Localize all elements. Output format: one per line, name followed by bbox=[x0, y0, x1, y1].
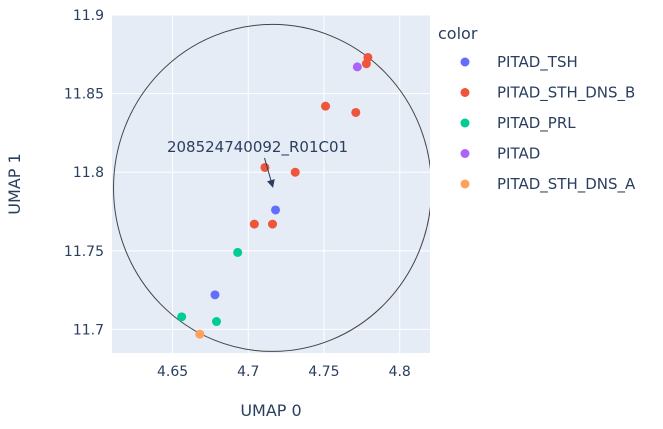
data-point bbox=[177, 312, 187, 322]
data-point bbox=[271, 205, 281, 215]
x-tick-label: 4.7 bbox=[237, 364, 259, 380]
y-tick-label: 11.7 bbox=[73, 322, 104, 338]
data-point bbox=[351, 107, 361, 117]
x-tick-label: 4.75 bbox=[308, 364, 339, 380]
y-axis-ticks: 11.7 11.75 11.8 11.85 11.9 bbox=[64, 8, 104, 338]
data-point bbox=[361, 59, 371, 69]
data-point bbox=[321, 101, 331, 111]
data-points bbox=[177, 52, 373, 339]
legend-marker bbox=[460, 149, 470, 158]
legend-label: PITAD_STH_DNS_A bbox=[497, 175, 636, 194]
legend-label: PITAD_STH_DNS_B bbox=[497, 84, 635, 103]
legend-label: PITAD_PRL bbox=[497, 114, 576, 133]
legend-marker bbox=[460, 88, 470, 97]
annotation-circle bbox=[113, 23, 430, 352]
legend: PITAD_TSH PITAD_STH_DNS_B PITAD_PRL PITAD PI… bbox=[460, 53, 636, 194]
data-point bbox=[195, 329, 205, 339]
data-point bbox=[210, 290, 220, 300]
data-point bbox=[290, 167, 300, 177]
y-tick-label: 11.85 bbox=[64, 87, 104, 103]
y-tick-label: 11.8 bbox=[73, 165, 104, 181]
legend-label: PITAD bbox=[497, 145, 540, 163]
legend-label: PITAD_TSH bbox=[497, 53, 578, 72]
x-tick-label: 4.8 bbox=[389, 364, 411, 380]
annotation-label: 208524740092_R01C01 bbox=[167, 138, 348, 157]
x-tick-label: 4.65 bbox=[157, 364, 188, 380]
x-axis-label: UMAP 0 bbox=[240, 401, 301, 420]
legend-title: color bbox=[438, 24, 478, 43]
data-point bbox=[233, 247, 243, 257]
data-point bbox=[260, 162, 270, 172]
grid-lines bbox=[112, 14, 430, 353]
data-point bbox=[211, 317, 221, 327]
data-point bbox=[268, 219, 278, 229]
legend-marker bbox=[460, 118, 470, 128]
legend-marker bbox=[460, 57, 470, 67]
annotation-arrow bbox=[264, 157, 275, 188]
y-axis-label: UMAP 1 bbox=[5, 153, 24, 214]
y-tick-label: 11.9 bbox=[73, 8, 104, 24]
plot-area bbox=[112, 15, 430, 353]
data-point bbox=[249, 219, 259, 229]
y-tick-label: 11.75 bbox=[64, 244, 104, 260]
data-point bbox=[352, 62, 362, 72]
x-axis-ticks: 4.65 4.7 4.75 4.8 bbox=[157, 364, 411, 380]
legend-marker bbox=[460, 179, 470, 189]
